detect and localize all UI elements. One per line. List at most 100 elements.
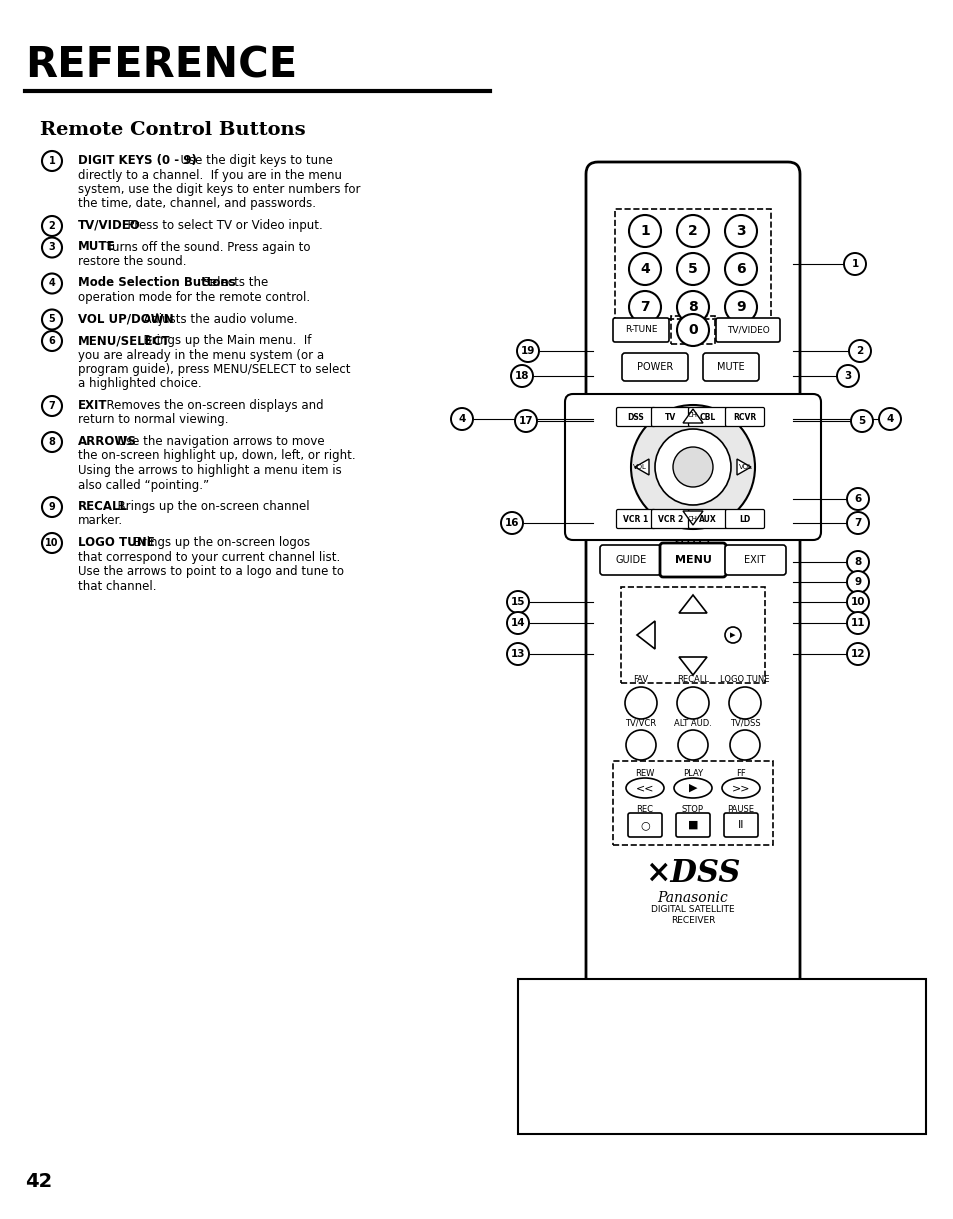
Text: restore the sound.: restore the sound.	[78, 255, 186, 268]
Text: RECALL: RECALL	[78, 500, 128, 513]
Text: the time, date, channel, and passwords.: the time, date, channel, and passwords.	[78, 197, 315, 211]
Text: ▸: ▸	[729, 630, 735, 640]
Text: 18: 18	[515, 371, 529, 382]
Text: MUTE: MUTE	[717, 362, 744, 372]
Text: TV/VIDEO: TV/VIDEO	[78, 219, 141, 232]
Bar	[670, 316, 714, 344]
Text: ×DSS: ×DSS	[644, 857, 740, 889]
Polygon shape	[637, 620, 655, 649]
Circle shape	[628, 291, 660, 323]
Text: Panasonic: Panasonic	[657, 891, 727, 904]
Text: SELECT: SELECT	[674, 540, 711, 549]
FancyBboxPatch shape	[599, 545, 660, 575]
Circle shape	[515, 410, 537, 432]
Text: ARROWS: ARROWS	[78, 435, 136, 449]
Text: MUTE: MUTE	[78, 240, 115, 254]
FancyBboxPatch shape	[659, 542, 725, 577]
Polygon shape	[737, 460, 750, 475]
Text: 4: 4	[49, 278, 55, 289]
Text: Brings up the on-screen logos: Brings up the on-screen logos	[126, 536, 310, 549]
FancyBboxPatch shape	[651, 407, 690, 427]
Text: Use the navigation arrows to move: Use the navigation arrows to move	[110, 435, 324, 449]
Text: ○: ○	[639, 820, 649, 830]
Circle shape	[517, 340, 538, 362]
Ellipse shape	[721, 778, 760, 798]
Circle shape	[677, 291, 708, 323]
Text: TV/DSS: TV/DSS	[729, 718, 760, 728]
Text: Turns off the sound. Press again to: Turns off the sound. Press again to	[99, 240, 311, 254]
Text: also called “pointing.”: also called “pointing.”	[78, 479, 209, 491]
Text: Brings up the Main menu.  If: Brings up the Main menu. If	[136, 334, 312, 347]
Text: 9: 9	[854, 577, 861, 588]
Text: RCVR: RCVR	[733, 412, 756, 422]
Text: POWER: POWER	[637, 362, 673, 372]
Circle shape	[878, 408, 900, 430]
Text: 4: 4	[639, 262, 649, 275]
Ellipse shape	[673, 778, 711, 798]
Text: CBL: CBL	[700, 412, 716, 422]
Text: 1: 1	[850, 258, 858, 269]
Text: Mode Selection Buttons: Mode Selection Buttons	[78, 277, 235, 289]
Text: To Maximize Battery Life...: To Maximize Battery Life...	[597, 997, 846, 1015]
FancyBboxPatch shape	[564, 394, 821, 540]
Text: GUIDE: GUIDE	[615, 555, 646, 564]
Circle shape	[836, 364, 858, 386]
Text: ▶: ▶	[688, 783, 697, 794]
FancyBboxPatch shape	[621, 354, 687, 382]
Circle shape	[677, 688, 708, 719]
Text: 7: 7	[49, 401, 55, 411]
Text: EXIT: EXIT	[743, 555, 765, 564]
Text: 9: 9	[736, 300, 745, 315]
Text: VCR 2: VCR 2	[658, 514, 683, 523]
Text: 7: 7	[854, 518, 861, 528]
FancyBboxPatch shape	[585, 162, 800, 1081]
Bar	[620, 588, 764, 683]
Text: Ⅱ: Ⅱ	[738, 820, 743, 830]
FancyBboxPatch shape	[723, 813, 758, 837]
FancyBboxPatch shape	[517, 979, 925, 1134]
Circle shape	[846, 570, 868, 592]
Text: R-TUNE: R-TUNE	[624, 325, 657, 334]
FancyBboxPatch shape	[702, 354, 759, 382]
Text: LOGO TUNE: LOGO TUNE	[78, 536, 154, 549]
FancyBboxPatch shape	[688, 510, 727, 529]
Text: TV: TV	[664, 412, 676, 422]
Text: STOP: STOP	[681, 805, 703, 813]
Text: 14: 14	[510, 618, 525, 628]
Circle shape	[846, 512, 868, 534]
Circle shape	[846, 488, 868, 510]
Text: 2: 2	[856, 346, 862, 356]
Circle shape	[729, 730, 760, 759]
Text: 3: 3	[843, 371, 851, 382]
Circle shape	[624, 688, 657, 719]
Text: 2: 2	[687, 224, 698, 238]
Text: ■: ■	[687, 820, 698, 830]
Text: REFERENCE: REFERENCE	[25, 44, 297, 87]
Circle shape	[625, 730, 656, 759]
Circle shape	[628, 215, 660, 247]
Text: DIGIT KEYS (0 - 9): DIGIT KEYS (0 - 9)	[78, 154, 196, 167]
Bar	[615, 208, 770, 319]
Text: a highlighted choice.: a highlighted choice.	[78, 378, 201, 390]
Circle shape	[850, 410, 872, 432]
Text: you are already in the menu system (or a: you are already in the menu system (or a	[78, 349, 324, 362]
Text: ALT AUD.: ALT AUD.	[674, 718, 711, 728]
Circle shape	[724, 291, 757, 323]
Circle shape	[672, 447, 712, 488]
FancyBboxPatch shape	[616, 510, 655, 529]
Text: REW: REW	[635, 768, 654, 778]
Text: FF: FF	[736, 768, 745, 778]
Text: VOL: VOL	[633, 464, 646, 471]
Text: Selects the: Selects the	[194, 277, 268, 289]
FancyBboxPatch shape	[724, 510, 763, 529]
Text: the on-screen highlight up, down, left, or right.: the on-screen highlight up, down, left, …	[78, 450, 355, 462]
Text: that channel.: that channel.	[78, 579, 156, 592]
Text: LOGO TUNE: LOGO TUNE	[720, 674, 769, 684]
Text: that correspond to your current channel list.: that correspond to your current channel …	[78, 551, 340, 563]
Text: The lights can be turned OFF and ON
by pressing R-TUNE and RECALL at
the same ti: The lights can be turned OFF and ON by p…	[583, 1025, 860, 1078]
Text: Remote Control Buttons: Remote Control Buttons	[40, 121, 305, 139]
Circle shape	[506, 612, 529, 634]
Circle shape	[511, 364, 533, 386]
Text: Use the digit keys to tune: Use the digit keys to tune	[173, 154, 333, 167]
Text: 42: 42	[25, 1171, 52, 1191]
